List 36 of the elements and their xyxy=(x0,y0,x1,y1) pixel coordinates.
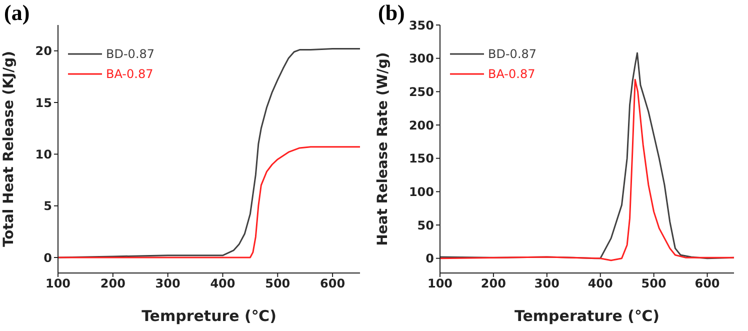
y-tick-label: 20 xyxy=(35,44,52,58)
y-tick-label: 250 xyxy=(408,84,434,99)
x-tick-label: 100 xyxy=(427,276,453,291)
y-tick-label: 300 xyxy=(408,52,434,66)
x-axis-title: Tempreture (℃) xyxy=(142,307,276,325)
y-axis-title: Heat Release Rate (W/g) xyxy=(374,52,391,246)
legend-label: BA-0.87 xyxy=(488,67,536,81)
legend-label: BA-0.87 xyxy=(106,67,154,81)
x-tick-label: 400 xyxy=(588,276,613,291)
x-tick-label: 600 xyxy=(320,276,346,291)
x-tick-label: 500 xyxy=(641,276,666,291)
chart-title: (a) xyxy=(4,0,30,26)
x-tick-label: 200 xyxy=(100,276,126,291)
legend-label: BD-0.87 xyxy=(106,47,155,61)
y-tick-label: 150 xyxy=(408,152,434,166)
y-tick-label: 200 xyxy=(408,118,434,132)
y-tick-label: 100 xyxy=(408,184,434,199)
y-tick-label: 10 xyxy=(35,147,52,162)
chart-title: (b) xyxy=(378,0,405,26)
line-series xyxy=(58,48,360,258)
y-tick-label: 350 xyxy=(408,18,434,32)
x-axis-title: Temperature (℃) xyxy=(514,307,660,325)
y-tick-label: 50 xyxy=(417,218,434,232)
x-tick-label: 300 xyxy=(155,276,180,291)
x-tick-label: 600 xyxy=(694,276,720,291)
y-tick-label: 0 xyxy=(44,250,52,265)
x-tick-label: 200 xyxy=(480,276,506,291)
line-series xyxy=(58,146,360,258)
legend-label: BD-0.87 xyxy=(488,47,537,61)
y-tick-label: 15 xyxy=(35,96,52,110)
x-tick-label: 300 xyxy=(534,276,560,291)
y-tick-label: 0 xyxy=(426,252,434,266)
x-tick-label: 400 xyxy=(210,276,236,291)
y-tick-label: 5 xyxy=(44,199,52,214)
x-tick-label: 500 xyxy=(265,276,290,291)
y-axis-title: Total Heat Release (KJ/g) xyxy=(0,50,17,248)
